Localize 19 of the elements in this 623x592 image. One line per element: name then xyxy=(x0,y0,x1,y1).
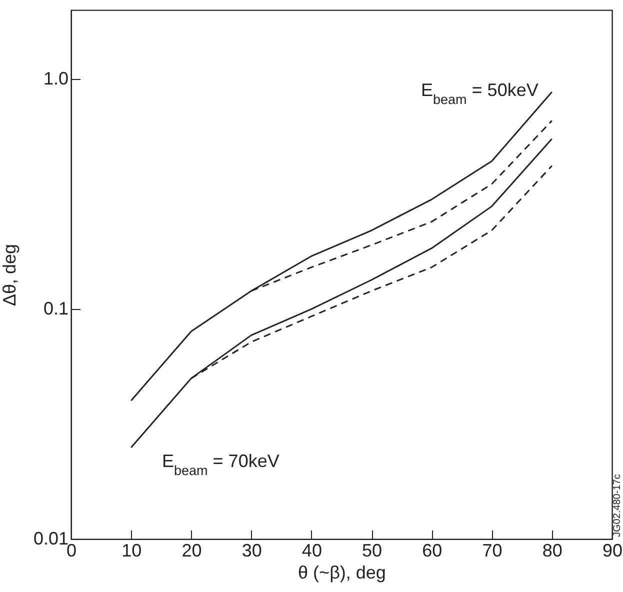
x-tick-label: 50 xyxy=(362,540,382,560)
annotation: E$_{beam}$ = 50keV xyxy=(421,80,538,106)
x-tick-label: 70 xyxy=(482,540,502,560)
x-tick-label: 0 xyxy=(66,540,77,560)
line-series xyxy=(130,138,553,448)
x-axis-title: θ (~β), deg xyxy=(298,562,386,582)
y-tick-label: 0.01 xyxy=(33,528,68,548)
annotation: JG02.480-17c xyxy=(612,474,623,537)
annotation: E$_{beam}$ = 70keV xyxy=(162,451,280,478)
y-axis-title: Δθ, deg xyxy=(0,244,20,306)
y-tick-label: 1.0 xyxy=(43,68,68,89)
x-tick-label: 10 xyxy=(122,540,142,560)
x-tick-label: 60 xyxy=(422,540,442,560)
x-tick-label: 20 xyxy=(182,540,202,560)
x-tick-label: 30 xyxy=(242,540,262,560)
x-tick-label: 80 xyxy=(542,540,562,560)
x-tick-label: 40 xyxy=(302,540,322,560)
x-tick-label: 90 xyxy=(602,540,623,560)
y-tick-label: 0.1 xyxy=(43,298,68,319)
